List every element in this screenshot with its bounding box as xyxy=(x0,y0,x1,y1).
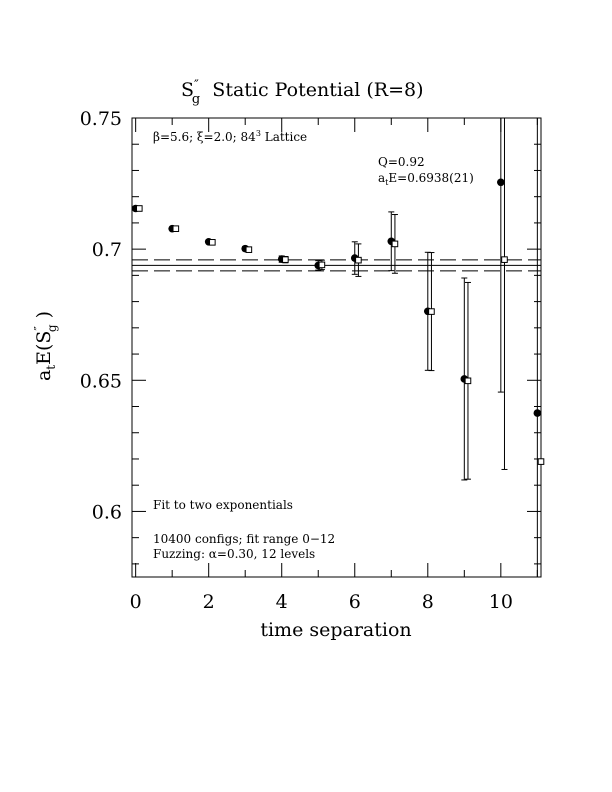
data-point-circle xyxy=(497,178,505,187)
y-tick-label: 0.6 xyxy=(92,501,122,523)
data-point-square xyxy=(464,377,472,385)
fit-a: a xyxy=(378,171,385,185)
fit-sub-t: t xyxy=(385,178,389,187)
data-point-square xyxy=(136,205,143,212)
y-label-a: a xyxy=(33,370,55,381)
x-tick-label: 8 xyxy=(422,591,434,613)
x-tick-label: 6 xyxy=(349,591,361,613)
y-tick-label: 0.7 xyxy=(92,239,122,261)
title-subscript: g xyxy=(192,92,200,107)
data-point-square xyxy=(428,308,435,315)
data-point-square xyxy=(501,256,508,263)
y-tick-label: 0.75 xyxy=(80,108,122,130)
tick-labels: 0 2 4 6 8 10 0.6 0.65 0.7 0.75 xyxy=(80,108,513,613)
lattice-params: β=5.6; ξ=2.0; 84 xyxy=(153,130,256,144)
data-point-square xyxy=(318,261,326,269)
x-tick-label: 10 xyxy=(489,591,513,613)
title-superscript: ″ xyxy=(194,78,199,93)
y-axis-label: atE(S″g ) xyxy=(32,311,59,381)
data-point-square xyxy=(172,225,180,232)
fit-result-annotation: atE=0.6938(21) xyxy=(378,171,474,187)
lattice-exponent: 3 xyxy=(256,129,261,138)
q-annotation: Q=0.92 xyxy=(378,155,425,169)
lattice-annotation: β=5.6; ξ=2.0; 843 Lattice xyxy=(153,129,307,144)
title-symbol: S xyxy=(181,79,194,101)
data-point-square xyxy=(282,256,289,263)
title-text: Static Potential (R=8) xyxy=(200,79,423,101)
axis-ticks xyxy=(132,117,541,577)
x-tick-label: 2 xyxy=(203,591,215,613)
y-label-sup: ″ xyxy=(32,326,46,331)
y-label-end: ) xyxy=(33,311,55,324)
chart-title: S″ g Static Potential (R=8) xyxy=(181,78,424,107)
fuzzing-annotation: Fuzzing: α=0.30, 12 levels xyxy=(153,547,315,561)
lattice-suffix: Lattice xyxy=(261,130,307,144)
data-point-square xyxy=(209,239,216,246)
y-label-mid: E(S xyxy=(33,331,55,365)
configs-annotation: 10400 configs; fit range 0−12 xyxy=(153,532,335,546)
data-point-square xyxy=(355,256,362,264)
x-tick-label: 4 xyxy=(276,591,288,613)
y-tick-label: 0.65 xyxy=(80,370,122,392)
data-point-circle xyxy=(533,409,542,417)
y-label-sub-t: t xyxy=(44,365,58,370)
data-points xyxy=(131,178,545,465)
fit-type-annotation: Fit to two exponentials xyxy=(153,498,293,512)
fit-value: E=0.6938(21) xyxy=(388,171,473,185)
x-axis-label: time separation xyxy=(260,619,411,641)
fit-band xyxy=(132,259,541,272)
data-point-square xyxy=(391,240,399,248)
y-label-sub-g: g xyxy=(45,324,59,332)
data-point-square xyxy=(537,458,545,465)
x-tick-label: 0 xyxy=(130,591,142,613)
data-point-square xyxy=(245,246,253,253)
